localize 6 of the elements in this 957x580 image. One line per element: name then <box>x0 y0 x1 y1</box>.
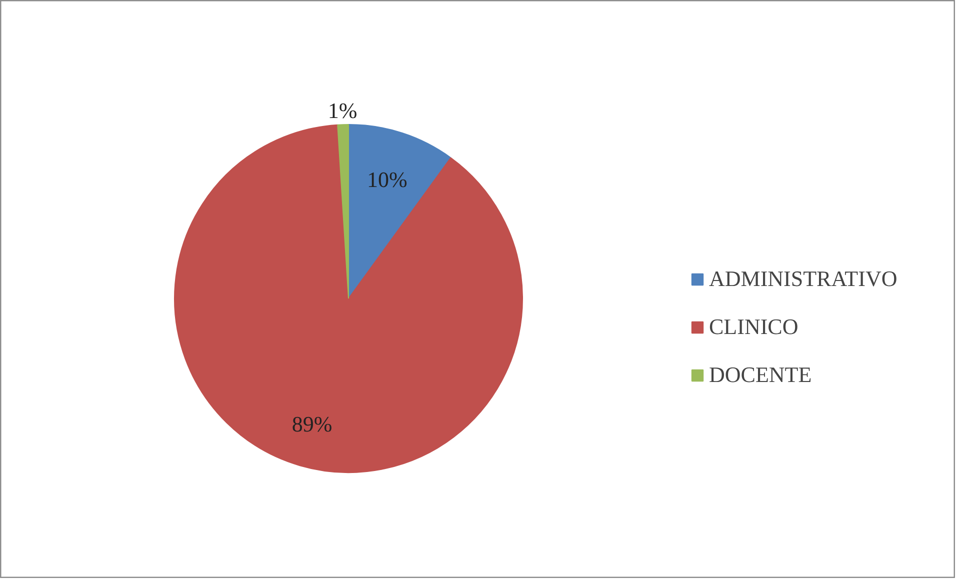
data-label: 1% <box>328 98 358 124</box>
data-label: 10% <box>367 166 408 192</box>
legend-label: ADMINISTRATIVO <box>709 266 898 292</box>
legend-label: CLINICO <box>709 314 798 340</box>
legend-label: DOCENTE <box>709 362 812 388</box>
data-label: 89% <box>292 411 332 436</box>
